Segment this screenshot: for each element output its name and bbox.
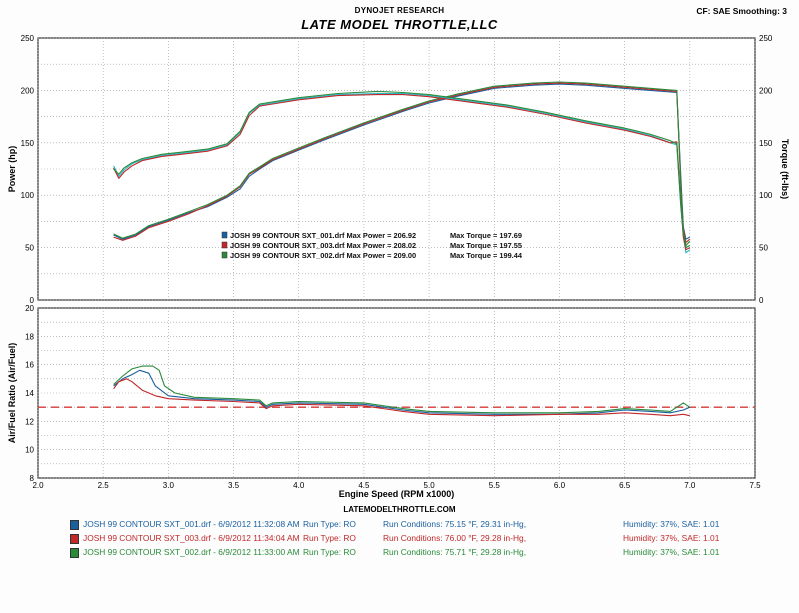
legend-entry-label: JOSH 99 CONTOUR SXT_003.drf Max Power = … [230, 241, 416, 250]
torque-ytick-label: 200 [759, 86, 773, 95]
afr-ytick-label: 18 [25, 332, 34, 341]
afr-ytick-label: 16 [25, 361, 34, 370]
afr-axis-label: Air/Fuel Ratio (Air/Fuel) [7, 343, 17, 444]
legend-swatch [221, 251, 228, 259]
legend-swatch [221, 241, 228, 249]
run-cond-text: Run Conditions: 76.00 °F, 29.28 in-Hg, [383, 533, 527, 543]
torque-axis-label: Torque (ft-lbs) [780, 139, 790, 199]
legend-entry-torque: Max Torque = 197.69 [450, 231, 522, 240]
run-hum-text: Humidity: 37%, SAE: 1.01 [623, 519, 720, 529]
afr-ytick-label: 8 [30, 474, 35, 483]
run-hum-text: Humidity: 37%, SAE: 1.01 [623, 533, 720, 543]
rpm-xtick-label: 5.5 [489, 481, 501, 490]
afr-ytick-label: 10 [25, 446, 34, 455]
rpm-xtick-label: 3.0 [163, 481, 175, 490]
rpm-xtick-label: 2.0 [32, 481, 44, 490]
power-series-run2 [113, 82, 691, 243]
power-ytick-label: 150 [21, 139, 35, 148]
torque-ytick-label: 0 [759, 296, 764, 305]
torque-series-run2 [113, 94, 691, 251]
legend-entry-torque: Max Torque = 199.44 [450, 251, 523, 260]
legend-entry-label: JOSH 99 CONTOUR SXT_001.drf Max Power = … [230, 231, 416, 240]
power-torque-chart: 0 0 50 50 100 100 150 150 200 200 250 250 Power (hp)… [7, 34, 790, 305]
website-label: LATEMODELTHROTTLE.COM [343, 505, 456, 514]
report-title: LATE MODEL THROTTLE,LLC [301, 17, 498, 32]
dyno-charts: 0 0 50 50 100 100 150 150 200 200 250 250 Power (hp)… [7, 34, 790, 499]
legend-swatch [221, 231, 228, 239]
run-color-swatch [70, 533, 79, 544]
power-ytick-label: 100 [21, 191, 35, 200]
power-ytick-label: 250 [21, 34, 35, 43]
run-info-list: JOSH 99 CONTOUR SXT_001.drf - 6/9/2012 1… [70, 517, 790, 559]
rpm-xtick-label: 4.0 [293, 481, 305, 490]
torque-series-run3 [113, 90, 691, 249]
rpm-xtick-label: 5.0 [424, 481, 436, 490]
torque-ytick-label: 50 [759, 244, 768, 253]
run-cond-text: Run Conditions: 75.15 °F, 29.31 in-Hg, [383, 519, 527, 529]
afr-ytick-label: 20 [25, 304, 34, 313]
rpm-xtick-label: 6.0 [554, 481, 566, 490]
afr-series-run2 [113, 378, 690, 417]
power-series-run3 [113, 81, 691, 247]
power-ytick-label: 50 [25, 244, 34, 253]
company-name: DYNOJET RESEARCH [354, 6, 445, 15]
run-file-text: JOSH 99 CONTOUR SXT_001.drf - 6/9/2012 1… [83, 519, 300, 529]
run-type-text: Run Type: RO [303, 533, 356, 543]
torque-ytick-label: 250 [759, 34, 773, 43]
run-file-text: JOSH 99 CONTOUR SXT_002.drf - 6/9/2012 1… [83, 547, 300, 557]
run-color-swatch [70, 519, 79, 530]
rpm-xtick-label: 7.5 [749, 481, 761, 490]
legend-entry-torque: Max Torque = 197.55 [450, 241, 522, 250]
afr-ytick-label: 12 [25, 417, 34, 426]
run-type-text: Run Type: RO [303, 519, 356, 529]
run-cond-text: Run Conditions: 75.71 °F, 29.28 in-Hg, [383, 547, 527, 557]
rpm-xtick-label: 6.5 [619, 481, 631, 490]
run-color-swatch [70, 547, 79, 558]
rpm-xtick-label: 4.5 [358, 481, 370, 490]
power-series-run1 [113, 83, 691, 240]
power-ytick-label: 200 [21, 86, 35, 95]
torque-ytick-label: 150 [759, 139, 773, 148]
power-axis-label: Power (hp) [7, 146, 17, 193]
legend-entry-label: JOSH 99 CONTOUR SXT_002.drf Max Power = … [230, 251, 416, 260]
run-info-row: JOSH 99 CONTOUR SXT_001.drf - 6/9/2012 1… [70, 517, 790, 531]
rpm-xtick-label: 7.0 [684, 481, 696, 490]
power-ytick-label: 0 [30, 296, 35, 305]
torque-ytick-label: 100 [759, 191, 773, 200]
run-info-row: JOSH 99 CONTOUR SXT_002.drf - 6/9/2012 1… [70, 545, 790, 559]
run-file-text: JOSH 99 CONTOUR SXT_003.drf - 6/9/2012 1… [83, 533, 300, 543]
afr-series-run3 [113, 365, 691, 414]
air-fuel-chart: 8 10 12 14 16 18 20 2.0 2.5 3.0 3.5 4.0 4.5 5.0 5.5 6.0… [7, 304, 761, 499]
run-hum-text: Humidity: 37%, SAE: 1.01 [623, 547, 720, 557]
run-type-text: Run Type: RO [303, 547, 356, 557]
rpm-axis-label: Engine Speed (RPM x1000) [339, 489, 455, 499]
run-info-row: JOSH 99 CONTOUR SXT_003.drf - 6/9/2012 1… [70, 531, 790, 545]
afr-ytick-label: 14 [25, 389, 34, 398]
correction-settings: CF: SAE Smoothing: 3 [696, 6, 787, 16]
afr-series-run1 [113, 369, 691, 415]
rpm-xtick-label: 2.5 [98, 481, 110, 490]
rpm-xtick-label: 3.5 [228, 481, 240, 490]
